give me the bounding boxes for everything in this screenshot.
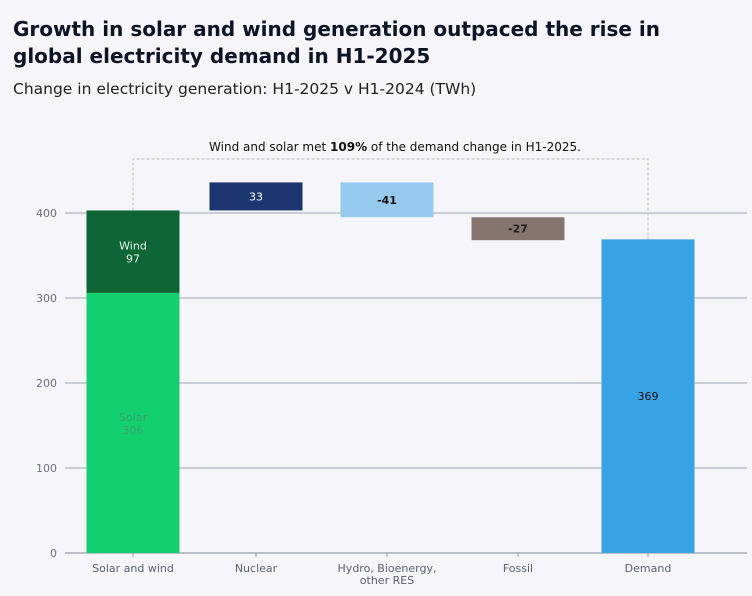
- bar-value-label: 97: [126, 253, 140, 266]
- bar-solar: [86, 292, 180, 553]
- chart-subtitle: Change in electricity generation: H1-202…: [13, 80, 477, 98]
- bar-value-label: 369: [638, 390, 659, 403]
- bar-wind: [86, 210, 180, 293]
- bar-fossil: [471, 217, 565, 241]
- bar-value-label: 33: [249, 190, 263, 203]
- bar-value-label: 306: [123, 424, 144, 437]
- bar-value-label: -41: [377, 194, 397, 207]
- bar-segment-label: Solar: [119, 411, 148, 424]
- bar-value-label: -27: [508, 223, 528, 236]
- x-category-label: other RES: [360, 574, 414, 587]
- bar-demand: [601, 239, 695, 553]
- y-tick-label: 400: [36, 207, 57, 220]
- y-tick-label: 300: [36, 292, 57, 305]
- x-category-label: Solar and wind: [92, 562, 174, 575]
- bar-nuclear: [209, 182, 303, 211]
- bar-segment-label: Wind: [119, 240, 147, 253]
- y-tick-label: 100: [36, 462, 57, 475]
- x-category-label: Hydro, Bioenergy,: [338, 562, 437, 575]
- x-category-label: Demand: [625, 562, 672, 575]
- y-tick-label: 0: [50, 547, 57, 560]
- annotation-bracket: [132, 158, 649, 240]
- x-category-label: Fossil: [503, 562, 533, 575]
- y-tick-label: 200: [36, 377, 57, 390]
- chart-title: Growth in solar and wind generation outp…: [13, 17, 661, 68]
- annotation-text: Wind and solar met 109% of the demand ch…: [209, 140, 581, 154]
- bar-hydro-bioenergy-other-res: [340, 182, 434, 218]
- x-category-label: Nuclear: [235, 562, 278, 575]
